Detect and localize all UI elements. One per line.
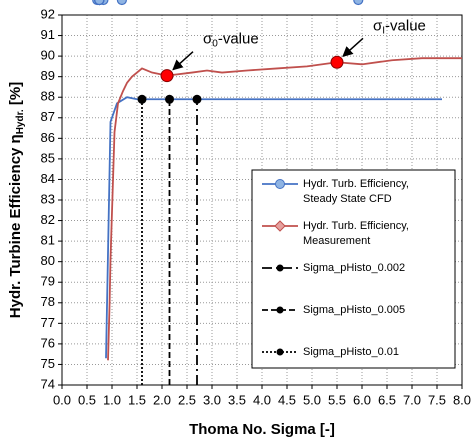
vline-dot [192,94,202,104]
marker [94,0,105,6]
y-tick-label: 86 [41,130,55,145]
legend-text: Sigma_pHisto_0.002 [303,262,405,274]
annotation-text: σ [373,17,383,34]
vline-dot [165,94,174,104]
y-tick-label: 76 [41,335,55,350]
marker [353,0,364,6]
highlight-point [330,55,344,69]
annotation-sub: I [382,25,385,36]
y-tick-label: 89 [41,68,55,83]
legend-marker [276,264,284,272]
plot-frame [61,14,463,386]
y-tick-label: 85 [41,150,55,165]
x-tick-label: 8.0 [453,392,471,407]
y-tick-label: 80 [41,253,55,268]
x-tick-label: 4.0 [253,392,271,407]
x-tick-label: 2.5 [178,392,196,407]
legend-text: Sigma_pHisto_0.005 [303,304,405,316]
annotation-sub: 0 [212,38,218,49]
series-line [107,57,462,361]
y-tick-label: 91 [41,27,55,42]
y-tick-label: 75 [41,356,55,371]
x-tick-label: 3.5 [228,392,246,407]
annotation: σ0-value [203,31,259,50]
y-tick-label: 90 [41,48,55,63]
x-tick-label: 7.0 [403,392,421,407]
x-tick-label: 0.0 [53,392,71,407]
y-axis-title: Hydr. Turbine Efficiency ηHydr. [%] [7,82,26,318]
legend-marker [276,348,284,356]
y-tick-label: 83 [41,191,55,206]
marker [116,0,127,6]
y-tick-label: 81 [41,233,55,248]
y-tick-label: 87 [41,109,55,124]
annotation-arrow [172,51,194,71]
highlight-point [160,69,174,83]
x-tick-label: 1.5 [128,392,146,407]
y-tick-label: 92 [41,6,55,21]
legend-text: Measurement [303,235,370,247]
x-tick-label: 4.5 [278,392,296,407]
annotation-suffix: -value [218,31,259,48]
y-axis-title-suffix: [%] [7,82,24,110]
annotation-arrow [342,37,364,57]
series-line [105,96,442,359]
x-tick-label: 5.5 [328,392,346,407]
y-tick-label: 78 [41,294,55,309]
y-axis-title-main: Hydr. Turbine Efficiency η [7,134,24,318]
y-tick-label: 79 [41,274,55,289]
legend-text: Hydr. Turb. Efficiency, [303,220,409,232]
x-tick-label: 6.5 [378,392,396,407]
annotation: σI-value [373,17,426,36]
x-tick-label: 7.5 [428,392,446,407]
legend-marker [276,306,284,314]
x-tick-label: 6.0 [353,392,371,407]
legend-marker [275,179,285,189]
x-tick-label: 0.5 [78,392,96,407]
annotation-suffix: -value [385,17,426,34]
legend-marker [274,220,286,232]
y-tick-label: 82 [41,212,55,227]
vline-dot [137,94,147,104]
legend-text: Sigma_pHisto_0.01 [303,346,399,358]
annotation-text: σ [203,31,213,48]
x-tick-label: 1.0 [103,392,121,407]
legend-box [251,169,456,369]
x-tick-label: 2.0 [153,392,171,407]
y-tick-label: 74 [41,376,55,391]
y-tick-label: 88 [41,89,55,104]
y-axis-title-sub: Hydr. [15,109,26,134]
x-axis-title: Thoma No. Sigma [-] [189,421,335,438]
legend-text: Steady State CFD [303,193,392,205]
x-tick-label: 5.0 [303,392,321,407]
legend-text: Hydr. Turb. Efficiency, [303,178,409,190]
x-tick-label: 3.0 [203,392,221,407]
y-tick-label: 77 [41,315,55,330]
y-tick-label: 84 [41,171,55,186]
